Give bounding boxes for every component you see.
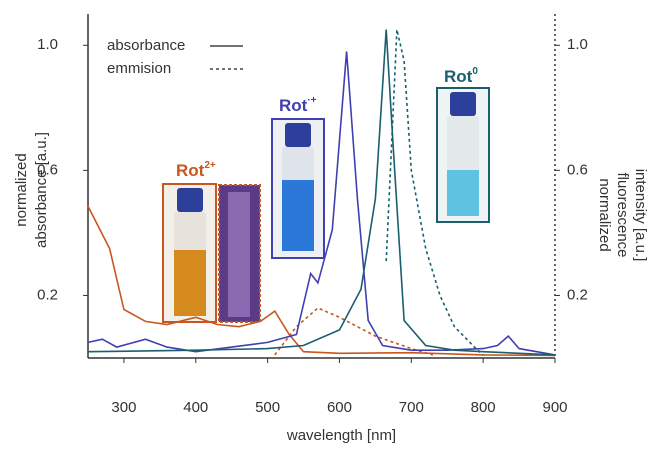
annotation-label: Rot·+ bbox=[279, 95, 317, 116]
y-tick-label: 1.0 bbox=[37, 36, 58, 53]
chart: 3004005006007008009001.00.60.21.00.60.2w… bbox=[0, 0, 654, 446]
x-axis-label: wavelength [nm] bbox=[286, 427, 396, 444]
y2-axis-label: fluorescence bbox=[614, 172, 631, 257]
y-axis-label: normalized bbox=[13, 153, 30, 226]
y2-tick-label: 0.6 bbox=[567, 161, 588, 178]
annotation-sup: ·+ bbox=[307, 95, 316, 106]
legend-label: absorbance bbox=[107, 37, 185, 54]
x-tick-label: 600 bbox=[327, 399, 352, 416]
x-tick-label: 900 bbox=[542, 399, 567, 416]
series-line bbox=[275, 308, 433, 355]
legend-label: emmision bbox=[107, 60, 171, 77]
annotation-text: Rot bbox=[444, 67, 473, 86]
y-tick-label: 0.2 bbox=[37, 286, 58, 303]
y2-axis-label: intensity [a.u.] bbox=[632, 169, 649, 262]
annotation-label: Rot2+ bbox=[176, 160, 216, 181]
x-tick-label: 400 bbox=[183, 399, 208, 416]
y2-tick-label: 1.0 bbox=[567, 36, 588, 53]
annotation-text: Rot bbox=[279, 96, 308, 115]
y2-axis-label: normalized bbox=[596, 178, 613, 251]
x-tick-label: 700 bbox=[399, 399, 424, 416]
annotation-label: Rot0 bbox=[444, 66, 478, 87]
vial-photo bbox=[163, 184, 216, 322]
annotation-text: Rot bbox=[176, 161, 205, 180]
cuvette-photo bbox=[219, 185, 260, 322]
y2-tick-label: 0.2 bbox=[567, 286, 588, 303]
annotation-sup: 2+ bbox=[204, 160, 216, 171]
annotation-sup: 0 bbox=[472, 66, 478, 77]
y-axis-label: absorbance [a.u.] bbox=[33, 132, 50, 248]
vial-photo bbox=[272, 119, 324, 258]
x-tick-label: 800 bbox=[471, 399, 496, 416]
vial-photo bbox=[437, 88, 489, 222]
x-tick-label: 300 bbox=[111, 399, 136, 416]
x-tick-label: 500 bbox=[255, 399, 280, 416]
